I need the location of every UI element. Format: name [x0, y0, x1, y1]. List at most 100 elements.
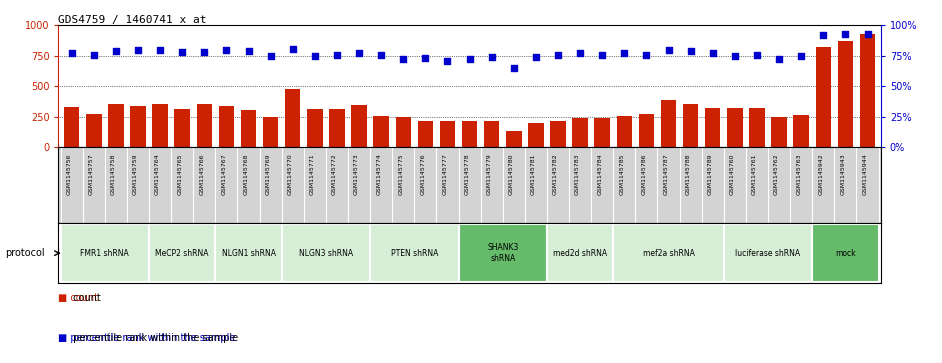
- Point: [153, 47, 168, 53]
- Point: [330, 52, 345, 57]
- Point: [639, 52, 654, 57]
- Point: [462, 57, 477, 62]
- Bar: [613, 224, 723, 282]
- Text: GSM1145944: GSM1145944: [863, 153, 868, 195]
- Text: FMR1 shRNA: FMR1 shRNA: [80, 249, 129, 258]
- Bar: [528, 123, 544, 147]
- Point: [130, 47, 145, 53]
- Text: GSM1145758: GSM1145758: [111, 153, 116, 195]
- Bar: [174, 109, 190, 147]
- Bar: [816, 47, 831, 147]
- Bar: [149, 224, 216, 282]
- Point: [683, 48, 698, 54]
- Text: GSM1145766: GSM1145766: [200, 153, 204, 195]
- Point: [771, 57, 787, 62]
- Bar: [307, 109, 322, 147]
- Point: [706, 50, 721, 56]
- Bar: [837, 41, 853, 147]
- Text: GSM1145760: GSM1145760: [730, 153, 735, 195]
- Bar: [241, 110, 256, 147]
- Point: [617, 50, 632, 56]
- Bar: [396, 117, 411, 147]
- Point: [241, 48, 256, 54]
- Bar: [617, 116, 632, 147]
- Text: GSM1145787: GSM1145787: [663, 153, 669, 195]
- Text: mef2a shRNA: mef2a shRNA: [642, 249, 694, 258]
- Text: NLGN3 shRNA: NLGN3 shRNA: [299, 249, 353, 258]
- Bar: [573, 118, 588, 147]
- Point: [661, 47, 676, 53]
- Text: GSM1145771: GSM1145771: [310, 153, 315, 195]
- Point: [396, 57, 411, 62]
- Text: med2d shRNA: med2d shRNA: [553, 249, 608, 258]
- Text: GSM1145756: GSM1145756: [67, 153, 72, 195]
- Bar: [749, 108, 765, 147]
- Point: [64, 50, 79, 56]
- Bar: [285, 89, 300, 147]
- Point: [307, 53, 322, 59]
- Text: GSM1145757: GSM1145757: [89, 153, 94, 195]
- Point: [837, 31, 853, 37]
- Text: GSM1145942: GSM1145942: [819, 153, 823, 195]
- Text: GSM1145779: GSM1145779: [487, 153, 492, 195]
- Bar: [705, 108, 721, 147]
- Bar: [484, 121, 499, 147]
- Point: [550, 52, 565, 57]
- Text: protocol: protocol: [5, 248, 44, 258]
- Bar: [660, 99, 676, 147]
- Point: [374, 52, 389, 57]
- Point: [794, 53, 809, 59]
- Text: luciferase shRNA: luciferase shRNA: [736, 249, 801, 258]
- Text: GSM1145768: GSM1145768: [244, 153, 249, 195]
- Point: [440, 58, 455, 64]
- Bar: [329, 109, 345, 147]
- Text: GSM1145762: GSM1145762: [774, 153, 779, 195]
- Text: GSM1145776: GSM1145776: [420, 153, 426, 195]
- Text: GSM1145777: GSM1145777: [443, 153, 447, 195]
- Text: PTEN shRNA: PTEN shRNA: [391, 249, 438, 258]
- Text: GSM1145770: GSM1145770: [287, 153, 293, 195]
- Bar: [727, 108, 742, 147]
- Point: [573, 50, 588, 56]
- Text: percentile rank within the sample: percentile rank within the sample: [70, 333, 237, 343]
- Text: GSM1145783: GSM1145783: [576, 153, 580, 195]
- Bar: [108, 105, 123, 147]
- Bar: [86, 114, 102, 147]
- Text: GSM1145764: GSM1145764: [155, 153, 160, 195]
- Point: [87, 52, 102, 57]
- Point: [197, 49, 212, 55]
- Bar: [351, 105, 366, 147]
- Text: MeCP2 shRNA: MeCP2 shRNA: [155, 249, 209, 258]
- Point: [285, 46, 300, 52]
- Text: GSM1145775: GSM1145775: [398, 153, 403, 195]
- Bar: [219, 106, 235, 147]
- Text: GSM1145780: GSM1145780: [509, 153, 513, 195]
- Bar: [594, 118, 610, 147]
- Bar: [370, 224, 459, 282]
- Text: GSM1145781: GSM1145781: [531, 153, 536, 195]
- Bar: [60, 224, 149, 282]
- Bar: [771, 117, 787, 147]
- Bar: [417, 122, 433, 147]
- Text: GSM1145778: GSM1145778: [464, 153, 469, 195]
- Point: [594, 52, 609, 57]
- Text: GDS4759 / 1460741_x_at: GDS4759 / 1460741_x_at: [58, 15, 207, 25]
- Text: SHANK3
shRNA: SHANK3 shRNA: [487, 244, 518, 263]
- Text: ■ count: ■ count: [58, 293, 98, 303]
- Text: GSM1145769: GSM1145769: [266, 153, 270, 195]
- Bar: [723, 224, 812, 282]
- Text: mock: mock: [836, 249, 855, 258]
- Text: count: count: [70, 293, 101, 303]
- Bar: [197, 105, 212, 147]
- Point: [219, 47, 234, 53]
- Point: [108, 48, 123, 54]
- Text: GSM1145761: GSM1145761: [752, 153, 757, 195]
- Bar: [860, 34, 875, 147]
- Text: GSM1145785: GSM1145785: [619, 153, 625, 195]
- Text: GSM1145789: GSM1145789: [707, 153, 713, 195]
- Bar: [64, 107, 79, 147]
- Point: [528, 54, 544, 60]
- Text: GSM1145773: GSM1145773: [354, 153, 359, 195]
- Text: GSM1145943: GSM1145943: [840, 153, 845, 195]
- Point: [174, 49, 189, 55]
